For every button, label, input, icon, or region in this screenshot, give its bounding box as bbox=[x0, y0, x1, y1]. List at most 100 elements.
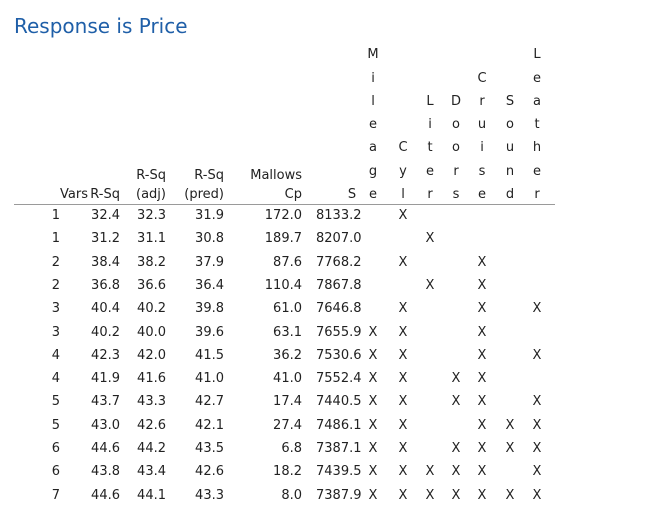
header-leather-char: e bbox=[533, 163, 541, 179]
cell-rsq: 42.3 bbox=[91, 347, 120, 363]
cell-s: 7387.9 bbox=[316, 487, 362, 503]
cell-mark-mileage: X bbox=[368, 487, 378, 503]
cell-cp: 41.0 bbox=[273, 371, 302, 387]
cell-mark-cyl: X bbox=[398, 394, 408, 410]
cell-rsq: 44.6 bbox=[91, 487, 120, 503]
header-cyl-char: l bbox=[401, 187, 405, 202]
cell-vars: 5 bbox=[51, 417, 60, 433]
cell-mark-mileage: X bbox=[368, 464, 378, 480]
header-sound-char: n bbox=[505, 163, 515, 179]
cell-mark-cyl: X bbox=[398, 441, 408, 456]
header-leather-char: t bbox=[534, 117, 540, 133]
cell-rsq-adj: 44.1 bbox=[137, 487, 166, 503]
cell-vars: 2 bbox=[51, 254, 60, 270]
header-doors-char: s bbox=[452, 187, 460, 202]
cell-rsq-adj: 41.6 bbox=[137, 371, 166, 387]
cell-cp: 63.1 bbox=[273, 324, 302, 340]
cell-mark-sound: X bbox=[505, 487, 515, 503]
header-cruise-char: u bbox=[477, 117, 487, 133]
cell-mark-liter: X bbox=[425, 464, 435, 480]
cell-rsq: 41.9 bbox=[91, 371, 120, 387]
cell-cp: 8.0 bbox=[281, 487, 302, 503]
header-leather-char: e bbox=[533, 70, 541, 86]
header-leather-char: h bbox=[532, 140, 542, 156]
header-cyl-char: C bbox=[398, 140, 408, 156]
cell-mark-cyl: X bbox=[398, 417, 408, 433]
cell-rsq-pred: 37.9 bbox=[195, 254, 224, 270]
cell-mark-liter: X bbox=[425, 487, 435, 503]
cell-rsq-pred: 41.5 bbox=[195, 347, 224, 363]
header-leather-char: a bbox=[533, 93, 541, 109]
cell-s: 7486.1 bbox=[316, 417, 362, 433]
header-mileage-char: e bbox=[369, 187, 377, 202]
cell-vars: 4 bbox=[51, 347, 60, 363]
header-sound-char: d bbox=[505, 187, 515, 202]
cell-mark-cruise: X bbox=[477, 371, 487, 387]
cell-rsq-pred: 43.5 bbox=[195, 441, 224, 456]
cell-mark-cyl: X bbox=[398, 464, 408, 480]
cell-s: 8133.2 bbox=[316, 208, 362, 223]
cell-mark-cruise: X bbox=[477, 347, 487, 363]
cell-cp: 87.6 bbox=[273, 254, 302, 270]
cell-rsq: 40.2 bbox=[91, 324, 120, 340]
header-divider bbox=[14, 204, 555, 205]
cell-cp: 27.4 bbox=[273, 417, 302, 433]
header-sound-char: o bbox=[506, 117, 514, 133]
cell-mark-mileage: X bbox=[368, 324, 378, 340]
cell-mark-leather: X bbox=[532, 347, 542, 363]
cell-rsq-adj: 31.1 bbox=[137, 231, 166, 247]
cell-rsq-adj: 42.6 bbox=[137, 417, 166, 433]
header-mileage-char: a bbox=[369, 140, 377, 156]
header-mallows-line2: Cp bbox=[284, 187, 302, 202]
cell-rsq: 43.7 bbox=[91, 394, 120, 410]
cell-rsq: 43.8 bbox=[91, 464, 120, 480]
header-liter-char: t bbox=[427, 140, 433, 156]
cell-mark-leather: X bbox=[532, 464, 542, 480]
cell-mark-cruise: X bbox=[477, 254, 487, 270]
cell-cp: 17.4 bbox=[273, 394, 302, 410]
header-mileage-char: M bbox=[367, 47, 379, 63]
cell-cp: 36.2 bbox=[273, 347, 302, 363]
cell-rsq-adj: 40.0 bbox=[137, 324, 166, 340]
cell-rsq-adj: 44.2 bbox=[137, 441, 166, 456]
header-rsq-adj-line2: (adj) bbox=[136, 187, 166, 202]
cell-mark-cruise: X bbox=[477, 324, 487, 340]
header-cyl-char: y bbox=[399, 163, 407, 179]
cell-rsq: 40.4 bbox=[91, 301, 120, 317]
cell-rsq-pred: 36.4 bbox=[195, 277, 224, 293]
header-doors-char: o bbox=[452, 117, 460, 133]
cell-rsq-adj: 32.3 bbox=[137, 208, 166, 223]
cell-rsq-pred: 43.3 bbox=[195, 487, 224, 503]
cell-rsq: 36.8 bbox=[91, 277, 120, 293]
header-leather-char: L bbox=[533, 47, 541, 63]
cell-s: 7530.6 bbox=[316, 347, 362, 363]
cell-rsq: 32.4 bbox=[91, 208, 120, 223]
cell-vars: 7 bbox=[51, 487, 60, 503]
cell-mark-cyl: X bbox=[398, 254, 408, 270]
cell-s: 7387.1 bbox=[316, 441, 362, 456]
cell-s: 7552.4 bbox=[316, 371, 362, 387]
cell-rsq-adj: 38.2 bbox=[137, 254, 166, 270]
header-rsq-pred-line1: R-Sq bbox=[194, 168, 224, 183]
cell-rsq-adj: 36.6 bbox=[137, 277, 166, 293]
cell-cp: 61.0 bbox=[273, 301, 302, 317]
header-liter-char: L bbox=[426, 93, 434, 109]
cell-rsq-pred: 42.1 bbox=[195, 417, 224, 433]
cell-mark-leather: X bbox=[532, 417, 542, 433]
cell-mark-mileage: X bbox=[368, 371, 378, 387]
header-rsq: R-Sq bbox=[90, 187, 120, 202]
header-vars: Vars bbox=[60, 187, 88, 202]
cell-rsq-pred: 31.9 bbox=[195, 208, 224, 223]
header-cruise-char: i bbox=[480, 140, 484, 156]
cell-vars: 5 bbox=[51, 394, 60, 410]
header-doors-char: o bbox=[452, 140, 460, 156]
cell-mark-cyl: X bbox=[398, 324, 408, 340]
header-sound-char: S bbox=[505, 93, 515, 109]
header-liter-char: r bbox=[427, 187, 433, 202]
header-cruise-char: e bbox=[478, 187, 486, 202]
cell-mark-doors: X bbox=[451, 487, 461, 503]
header-cruise-char: C bbox=[477, 70, 487, 86]
cell-rsq-adj: 42.0 bbox=[137, 347, 166, 363]
cell-mark-liter: X bbox=[425, 277, 435, 293]
header-sound-char: u bbox=[505, 140, 515, 156]
